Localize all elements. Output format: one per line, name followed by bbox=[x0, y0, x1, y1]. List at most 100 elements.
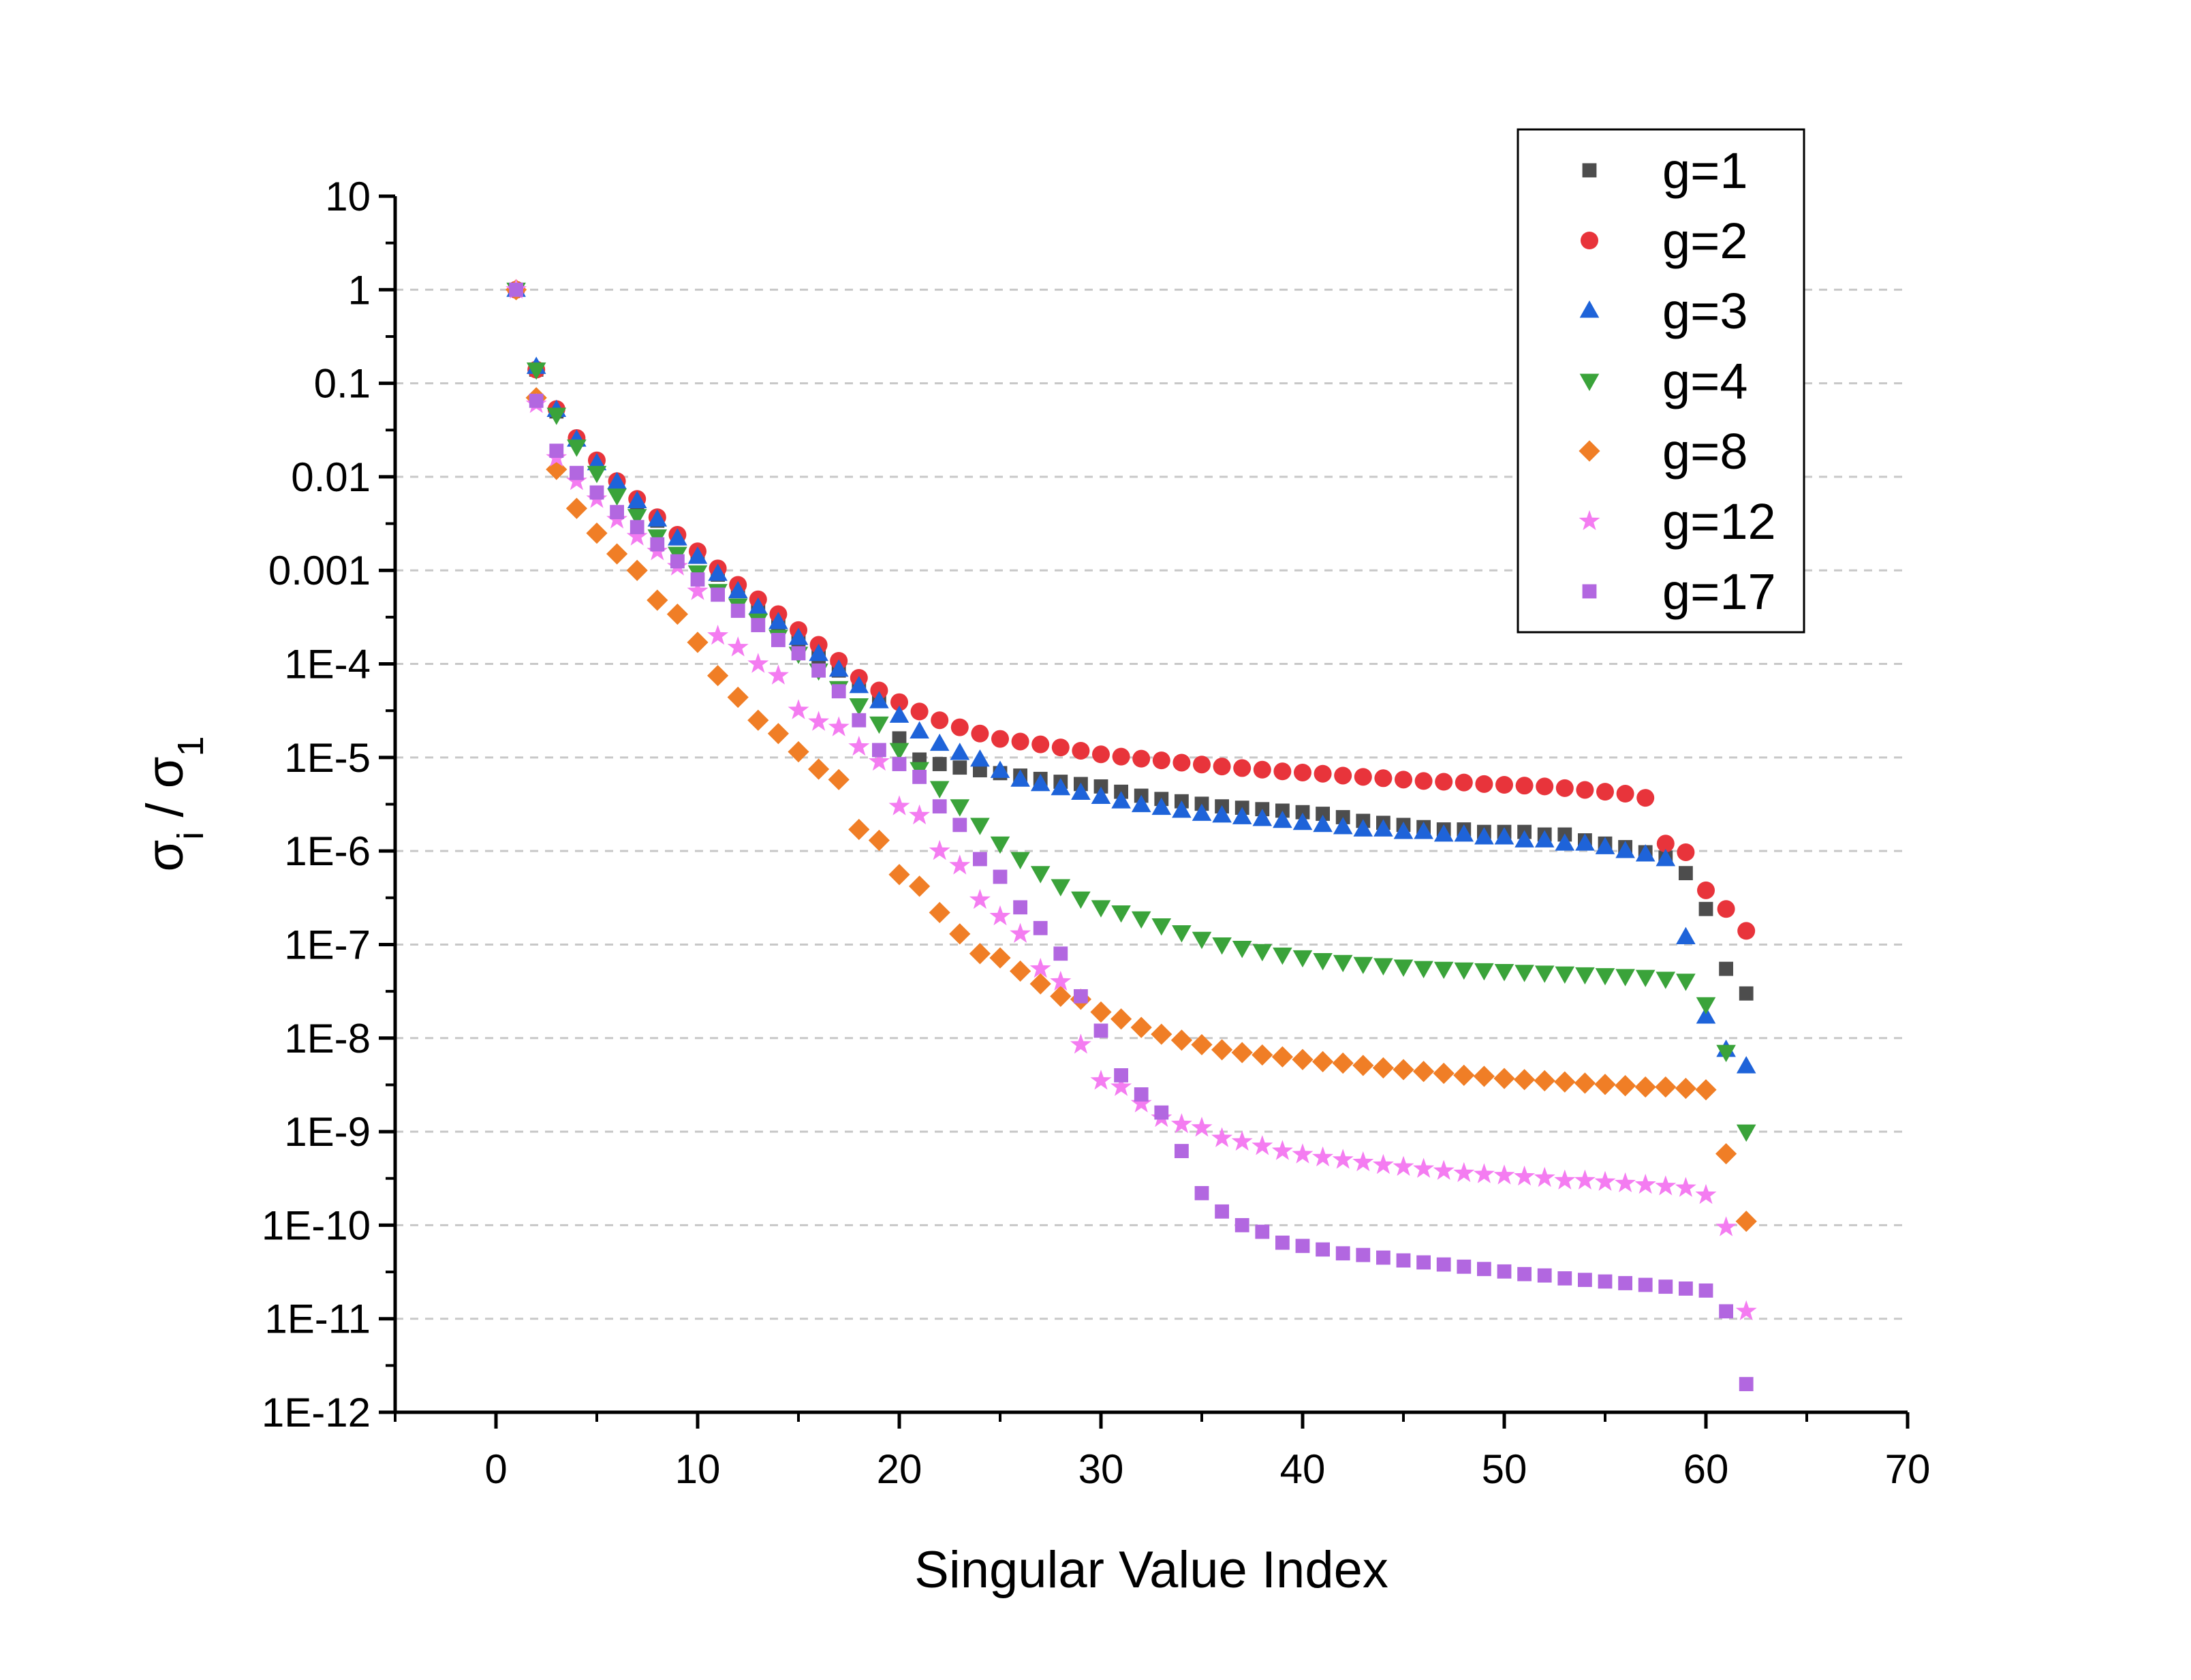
data-point bbox=[1716, 1044, 1736, 1063]
legend-label: g=1 bbox=[1662, 142, 1748, 199]
data-point bbox=[788, 627, 809, 645]
data-point bbox=[910, 702, 929, 721]
data-point bbox=[1555, 966, 1575, 984]
data-point bbox=[909, 875, 931, 897]
data-point bbox=[1292, 1048, 1314, 1070]
data-point bbox=[1110, 1008, 1132, 1030]
legend-box bbox=[1517, 128, 1805, 634]
data-point bbox=[1051, 738, 1070, 757]
data-point bbox=[1656, 849, 1676, 867]
data-point bbox=[1493, 1068, 1515, 1089]
data-point bbox=[1515, 777, 1534, 795]
data-point bbox=[751, 618, 766, 632]
data-point bbox=[1634, 1076, 1656, 1098]
series-g=17 bbox=[509, 282, 1754, 1392]
legend-label: g=12 bbox=[1662, 493, 1776, 550]
data-point bbox=[1175, 1144, 1189, 1158]
data-point bbox=[1051, 777, 1071, 796]
data-point bbox=[1575, 967, 1595, 985]
data-point bbox=[1333, 817, 1353, 835]
data-point bbox=[1050, 985, 1072, 1007]
data-point bbox=[1433, 1160, 1455, 1180]
data-point bbox=[727, 686, 749, 709]
data-point bbox=[950, 799, 970, 817]
data-point bbox=[1536, 777, 1554, 796]
data-point bbox=[1455, 773, 1473, 792]
data-point bbox=[868, 829, 890, 852]
y-tick-label: 1E-11 bbox=[264, 1296, 371, 1342]
data-point bbox=[1255, 1224, 1270, 1239]
data-point bbox=[990, 836, 1010, 854]
data-point bbox=[509, 282, 523, 297]
data-point bbox=[1292, 1143, 1314, 1164]
data-point bbox=[1114, 1068, 1128, 1083]
data-point bbox=[1130, 1092, 1152, 1113]
data-point bbox=[1271, 1140, 1293, 1160]
y-tick-label: 0.001 bbox=[268, 548, 371, 593]
data-point bbox=[1372, 1153, 1394, 1175]
data-point bbox=[1635, 844, 1656, 862]
data-point bbox=[1215, 1204, 1229, 1219]
data-point bbox=[1737, 922, 1756, 940]
x-tick-label: 50 bbox=[1482, 1446, 1527, 1492]
data-point bbox=[1010, 960, 1031, 982]
data-point bbox=[1013, 900, 1027, 915]
data-point bbox=[1273, 810, 1292, 828]
data-point bbox=[1736, 1056, 1756, 1074]
data-point bbox=[1090, 1070, 1112, 1090]
data-point bbox=[1695, 1079, 1717, 1101]
legend-item: g=8 bbox=[1579, 423, 1748, 480]
data-point bbox=[949, 854, 971, 875]
data-point bbox=[1677, 843, 1695, 861]
data-point bbox=[626, 559, 648, 581]
data-point bbox=[1615, 1172, 1636, 1193]
y-tick-label: 0.1 bbox=[314, 361, 371, 407]
data-point bbox=[711, 587, 725, 602]
data-point bbox=[1151, 1023, 1172, 1045]
data-point bbox=[1132, 749, 1151, 768]
data-point bbox=[1517, 1266, 1532, 1281]
data-point bbox=[889, 743, 910, 760]
data-point bbox=[1473, 1163, 1495, 1183]
data-point bbox=[626, 525, 648, 546]
data-point bbox=[1353, 819, 1373, 837]
data-point bbox=[1352, 1055, 1374, 1076]
data-point bbox=[1514, 1165, 1536, 1186]
data-point bbox=[1316, 1242, 1330, 1257]
y-tick-label: 1E-12 bbox=[262, 1390, 371, 1435]
data-series bbox=[506, 279, 1757, 1392]
data-point bbox=[788, 741, 809, 763]
data-point bbox=[627, 491, 647, 508]
y-tick-label: 1E-6 bbox=[284, 828, 371, 874]
data-point bbox=[1316, 807, 1330, 821]
data-point bbox=[931, 711, 949, 730]
data-point bbox=[849, 698, 869, 716]
data-point bbox=[872, 743, 886, 758]
data-point bbox=[1151, 797, 1172, 815]
data-point bbox=[606, 543, 628, 565]
data-point bbox=[1111, 905, 1131, 923]
data-point bbox=[565, 470, 587, 491]
y-tick-label: 1E-5 bbox=[284, 735, 371, 781]
data-point bbox=[952, 760, 967, 775]
data-point bbox=[1656, 835, 1675, 853]
data-point bbox=[1252, 1135, 1273, 1155]
data-point bbox=[868, 750, 890, 771]
data-point bbox=[1275, 803, 1290, 818]
data-point bbox=[647, 509, 668, 527]
data-point bbox=[687, 580, 709, 600]
y-tick-label: 1 bbox=[348, 267, 371, 313]
data-point bbox=[1010, 769, 1030, 787]
data-point bbox=[1615, 841, 1635, 858]
data-point bbox=[1514, 1069, 1536, 1091]
data-point bbox=[771, 633, 786, 647]
data-point bbox=[1474, 963, 1494, 981]
data-point bbox=[1191, 1117, 1213, 1137]
data-point bbox=[1029, 957, 1051, 978]
data-point bbox=[1695, 1183, 1717, 1204]
data-point bbox=[1252, 809, 1273, 826]
data-point bbox=[952, 818, 967, 833]
data-point bbox=[1675, 1077, 1696, 1100]
data-point bbox=[1696, 1006, 1716, 1024]
data-point bbox=[1393, 822, 1414, 839]
